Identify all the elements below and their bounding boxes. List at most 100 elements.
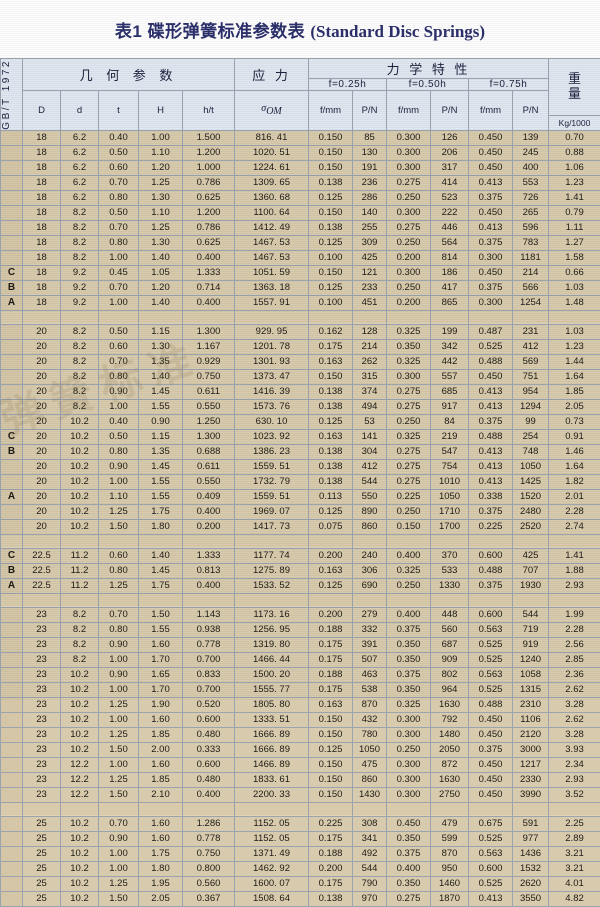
- cell-t: 0.40: [99, 414, 139, 429]
- cell-p-050h: 1050: [431, 489, 469, 504]
- cell-f-075h: 0.413: [469, 459, 513, 474]
- cell-d: 11.2: [61, 548, 99, 563]
- cell-sigma: 1555. 77: [235, 682, 309, 697]
- group-separator-cell: [1, 593, 23, 607]
- cell-d: 8.2: [61, 399, 99, 414]
- cell-f-075h: 0.375: [469, 414, 513, 429]
- load-case-075h: f=0.75h: [469, 79, 549, 91]
- cell-p-050h: 186: [431, 265, 469, 280]
- cell-D: 23: [23, 637, 61, 652]
- group-separator-cell: [139, 310, 183, 324]
- cell-H: 1.60: [139, 831, 183, 846]
- cell-series-class: [1, 235, 23, 250]
- cell-f-075h: 0.375: [469, 280, 513, 295]
- cell-series-class: [1, 697, 23, 712]
- cell-series-class: B: [1, 280, 23, 295]
- cell-h-over-t: 0.550: [183, 474, 235, 489]
- cell-D: 23: [23, 622, 61, 637]
- group-separator-cell: [23, 593, 61, 607]
- group-separator-cell: [139, 802, 183, 816]
- cell-H: 1.95: [139, 876, 183, 891]
- cell-p-025h: 475: [353, 757, 387, 772]
- load-case-050h: f=0.50h: [387, 79, 469, 91]
- cell-sigma: 1600. 07: [235, 876, 309, 891]
- cell-t: 0.40: [99, 130, 139, 145]
- cell-series-class: [1, 652, 23, 667]
- cell-series-class: [1, 772, 23, 787]
- group-separator-row: [1, 534, 600, 548]
- cell-weight: 4.01: [549, 876, 600, 891]
- cell-f-075h: 0.450: [469, 265, 513, 280]
- cell-sigma: 1023. 92: [235, 429, 309, 444]
- cell-f-025h: 0.188: [309, 846, 353, 861]
- cell-p-025h: 494: [353, 399, 387, 414]
- group-separator-cell: [387, 802, 431, 816]
- cell-series-class: [1, 504, 23, 519]
- cell-p-075h: 1520: [513, 489, 549, 504]
- cell-p-075h: 591: [513, 816, 549, 831]
- group-separator-cell: [387, 310, 431, 324]
- cell-f-075h: 0.450: [469, 772, 513, 787]
- cell-t: 1.25: [99, 697, 139, 712]
- cell-p-050h: 448: [431, 607, 469, 622]
- cell-p-025h: 279: [353, 607, 387, 622]
- cell-sigma: 1363. 18: [235, 280, 309, 295]
- group-separator-cell: [431, 802, 469, 816]
- cell-d: 10.2: [61, 861, 99, 876]
- cell-f-025h: 0.138: [309, 444, 353, 459]
- cell-weight: 1.23: [549, 339, 600, 354]
- cell-f-075h: 0.413: [469, 891, 513, 906]
- cell-p-025h: 507: [353, 652, 387, 667]
- cell-series-class: [1, 220, 23, 235]
- cell-p-050h: 564: [431, 235, 469, 250]
